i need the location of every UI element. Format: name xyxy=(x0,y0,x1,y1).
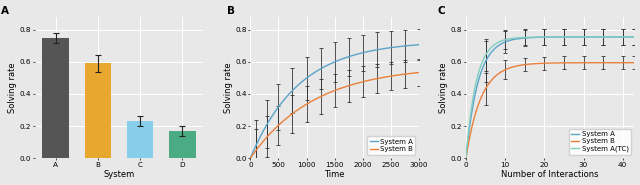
Bar xyxy=(42,38,68,158)
Text: A: A xyxy=(1,6,9,16)
Y-axis label: Solving rate: Solving rate xyxy=(8,62,17,113)
Bar xyxy=(84,63,111,158)
Y-axis label: Solving rate: Solving rate xyxy=(439,62,448,113)
Text: B: B xyxy=(227,6,235,16)
Legend: System A, System B, System A(TC): System A, System B, System A(TC) xyxy=(569,129,631,155)
X-axis label: System: System xyxy=(103,170,134,179)
Bar xyxy=(127,121,153,158)
X-axis label: Number of Interactions: Number of Interactions xyxy=(502,170,599,179)
Text: C: C xyxy=(437,6,445,16)
Y-axis label: Solving rate: Solving rate xyxy=(223,62,232,113)
Bar xyxy=(170,131,196,158)
X-axis label: Time: Time xyxy=(324,170,345,179)
Legend: System A, System B: System A, System B xyxy=(367,137,415,155)
